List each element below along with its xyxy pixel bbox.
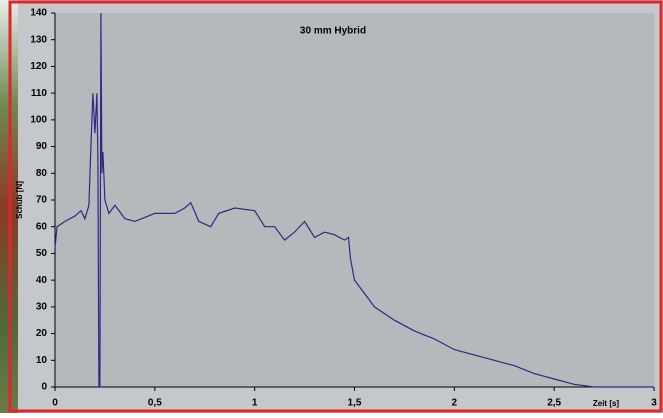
chart-title: 30 mm Hybrid — [300, 26, 366, 37]
y-tick-label: 50 — [36, 248, 48, 259]
y-tick-label: 130 — [30, 34, 47, 45]
x-tick-label: 3 — [651, 398, 657, 409]
y-tick-label: 40 — [36, 275, 48, 286]
frame — [8, 0, 663, 413]
x-tick-label: 1,5 — [348, 398, 362, 409]
y-tick-label: 120 — [30, 61, 47, 72]
x-tick-label: 2 — [452, 398, 458, 409]
x-tick-label: 2,5 — [547, 398, 561, 409]
y-axis-label: Schub [N] — [15, 181, 24, 219]
y-tick-label: 30 — [36, 301, 48, 312]
y-tick-label: 90 — [36, 141, 48, 152]
y-tick-label: 100 — [30, 114, 47, 125]
y-tick-label: 140 — [30, 8, 47, 19]
y-tick-label: 10 — [36, 355, 48, 366]
x-axis-label: Zeit [s] — [593, 399, 620, 408]
x-tick-label: 0 — [52, 398, 58, 409]
y-tick-label: 70 — [36, 195, 48, 206]
x-tick-label: 0,5 — [148, 398, 162, 409]
plot-area — [55, 13, 654, 387]
y-tick-label: 110 — [31, 88, 48, 99]
y-tick-label: 0 — [41, 382, 47, 393]
x-tick-label: 1 — [252, 398, 258, 409]
y-tick-label: 20 — [36, 328, 48, 339]
y-tick-label: 60 — [36, 221, 48, 232]
thrust-line — [54, 12, 654, 388]
y-tick-label: 80 — [36, 168, 48, 179]
